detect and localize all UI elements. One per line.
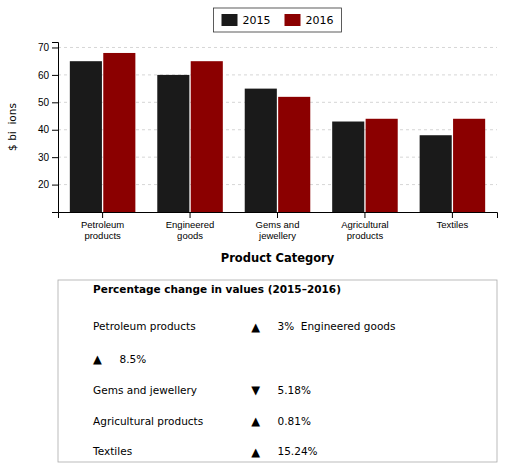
table-row: Textiles ▲ 15.24% bbox=[92, 445, 317, 459]
y-tick-label: 30 bbox=[38, 152, 50, 163]
bar bbox=[103, 53, 135, 212]
legend-box bbox=[214, 8, 342, 32]
x-tick-mark bbox=[277, 212, 278, 218]
legend-label: 2016 bbox=[306, 14, 334, 27]
x-tick-label: Textiles bbox=[437, 219, 469, 230]
x-tick: Textiles bbox=[437, 212, 469, 230]
legend-item: 2016 bbox=[285, 14, 334, 27]
table-cell: Petroleum products bbox=[93, 320, 195, 332]
y-axis: 20 30 40 50 60 70 bbox=[38, 42, 59, 212]
bar bbox=[157, 75, 189, 212]
table: Percentage change in values (2015–2016) P… bbox=[58, 280, 497, 462]
legend: 2015 2016 bbox=[214, 8, 342, 32]
bar bbox=[366, 119, 398, 212]
bar bbox=[332, 122, 364, 212]
y-tick-label: 70 bbox=[38, 42, 50, 53]
x-tick: Agriculturalproducts bbox=[341, 212, 389, 241]
bar bbox=[191, 61, 223, 212]
bar bbox=[453, 119, 485, 212]
x-tick-label-line: products bbox=[84, 230, 121, 241]
y-tick-label: 40 bbox=[38, 124, 50, 135]
y-tick: 40 bbox=[38, 124, 58, 135]
table-arrow: ▲ bbox=[251, 445, 260, 459]
x-tick-mark bbox=[190, 212, 191, 218]
y-tick-mark bbox=[52, 102, 58, 103]
table-cell: 0.81% bbox=[278, 415, 311, 427]
table-title: Percentage change in values (2015–2016) bbox=[93, 283, 341, 295]
table-row: Petroleum products ▲ 3% Engineered goods bbox=[93, 320, 395, 334]
y-tick-mark bbox=[52, 47, 58, 48]
y-tick: 30 bbox=[38, 152, 58, 163]
table-row: ▲ 8.5% bbox=[93, 352, 146, 366]
x-tick-label-line: Gems and bbox=[256, 219, 300, 230]
y-tick-mark bbox=[52, 185, 58, 186]
y-tick: 50 bbox=[38, 97, 58, 108]
x-tick-label-line: Petroleum bbox=[81, 219, 124, 230]
bar bbox=[245, 89, 277, 212]
y-tick-mark bbox=[52, 157, 58, 158]
bar bbox=[70, 61, 102, 212]
table-row: Gems and jewellery ▼ 5.18% bbox=[93, 383, 311, 397]
table-cell: Gems and jewellery bbox=[93, 384, 197, 396]
y-tick-label: 50 bbox=[38, 97, 50, 108]
bar-series bbox=[103, 53, 485, 212]
y-tick-label: 20 bbox=[38, 179, 50, 190]
legend-swatch bbox=[222, 14, 238, 26]
legend-label: 2015 bbox=[243, 14, 271, 27]
table-arrow: ▲ bbox=[251, 320, 260, 334]
table-cell: 15.24% bbox=[278, 445, 318, 457]
y-axis-title: $ bi ions bbox=[6, 103, 18, 151]
grid-line bbox=[58, 47, 497, 48]
bar bbox=[420, 135, 452, 212]
x-axis-title: Product Category bbox=[221, 251, 335, 265]
x-tick-mark bbox=[452, 212, 453, 218]
x-tick-label-line: goods bbox=[177, 230, 203, 241]
table-cell: 8.5% bbox=[119, 353, 146, 365]
table-row: Agricultural products ▲ 0.81% bbox=[93, 414, 311, 428]
chart-svg: 203040506070PetroleumproductsEngineeredg… bbox=[0, 0, 512, 471]
x-tick-label-line: jewellery bbox=[258, 230, 296, 241]
x-tick-mark bbox=[364, 212, 365, 218]
table-box bbox=[58, 280, 497, 462]
x-tick-label-line: Textiles bbox=[437, 219, 469, 230]
x-tick-label: Gems andjewellery bbox=[256, 219, 300, 241]
x-tick-label: Engineeredgoods bbox=[166, 219, 215, 241]
x-axis-line bbox=[59, 213, 498, 219]
x-tick-mark bbox=[102, 212, 103, 218]
table-arrow: ▲ bbox=[93, 352, 102, 366]
x-axis: PetroleumproductsEngineeredgoodsGems and… bbox=[59, 212, 498, 241]
x-tick-label-line: Engineered bbox=[166, 219, 215, 230]
x-tick: Engineeredgoods bbox=[166, 212, 215, 241]
x-tick: Gems andjewellery bbox=[256, 212, 300, 241]
y-tick: 60 bbox=[38, 70, 58, 81]
y-tick: 20 bbox=[38, 179, 58, 190]
table-cell: 5.18% bbox=[278, 384, 311, 396]
bars bbox=[70, 53, 485, 212]
y-tick-label: 60 bbox=[38, 70, 50, 81]
legend-item: 2015 bbox=[222, 14, 271, 27]
bar bbox=[278, 97, 310, 212]
y-tick-mark bbox=[52, 75, 58, 76]
legend-swatch bbox=[285, 14, 301, 26]
table-arrow: ▼ bbox=[251, 383, 260, 397]
x-tick-label-line: Agricultural bbox=[341, 219, 389, 230]
y-tick-mark bbox=[52, 130, 58, 131]
y-axis-line bbox=[52, 43, 59, 213]
y-tick: 70 bbox=[38, 42, 58, 53]
table-cell: 3% Engineered goods bbox=[278, 320, 396, 332]
x-tick: Petroleumproducts bbox=[81, 212, 124, 241]
table-cell: Agricultural products bbox=[93, 415, 203, 427]
x-tick-label-line: products bbox=[347, 230, 384, 241]
x-tick-label: Petroleumproducts bbox=[81, 219, 124, 241]
x-tick-label: Agriculturalproducts bbox=[341, 219, 389, 241]
table-cell: Textiles bbox=[92, 445, 132, 457]
table-arrow: ▲ bbox=[251, 414, 260, 428]
